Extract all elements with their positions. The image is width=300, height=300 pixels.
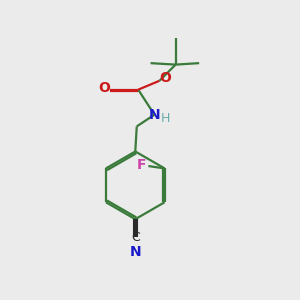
Text: N: N (130, 245, 141, 259)
Text: F: F (137, 158, 147, 172)
Text: O: O (98, 82, 110, 95)
Text: C: C (131, 231, 140, 244)
Text: H: H (161, 112, 170, 125)
Text: N: N (148, 108, 160, 122)
Text: O: O (159, 71, 171, 85)
